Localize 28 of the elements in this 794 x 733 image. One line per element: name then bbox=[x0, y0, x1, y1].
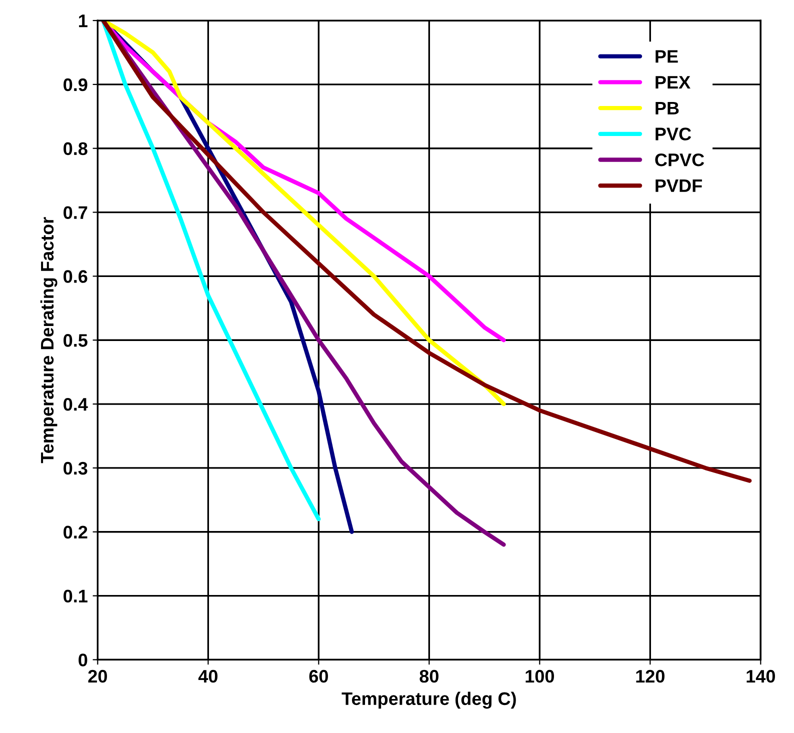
line-series bbox=[101, 20, 321, 522]
y-axis-title: Temperature Derating Factor bbox=[40, 217, 58, 464]
y-tick-label: 0.4 bbox=[64, 398, 88, 411]
y-tick-label: 0.9 bbox=[64, 78, 88, 92]
legend-label: PVC bbox=[656, 128, 692, 140]
y-tick-label: 1 bbox=[79, 14, 88, 28]
line-series bbox=[101, 20, 752, 483]
legend-label: PEX bbox=[656, 76, 690, 88]
x-tick-label: 100 bbox=[526, 670, 554, 683]
x-tick-label: 80 bbox=[420, 670, 438, 683]
y-tick-label: 0.5 bbox=[64, 334, 88, 347]
y-tick-label: 0.8 bbox=[64, 142, 88, 156]
y-tick-label: 0 bbox=[78, 654, 88, 666]
x-tick-label: 140 bbox=[746, 670, 775, 683]
legend-label: CPVC bbox=[655, 153, 704, 166]
y-tick-label: 0.1 bbox=[64, 590, 88, 602]
x-tick-label: 20 bbox=[88, 670, 107, 683]
legend-label: PB bbox=[656, 102, 679, 114]
legend-label: PVDF bbox=[656, 180, 702, 192]
x-tick-label: 60 bbox=[309, 670, 328, 683]
x-tick-label: 120 bbox=[636, 670, 664, 683]
x-tick-label: 40 bbox=[198, 670, 218, 683]
x-axis-title: Temperature (deg C) bbox=[342, 692, 516, 709]
y-tick-label: 0.6 bbox=[64, 270, 88, 283]
y-tick-label: 0.2 bbox=[64, 526, 88, 539]
y-tick-label: 0.7 bbox=[64, 206, 88, 219]
y-tick-label: 0.3 bbox=[64, 462, 88, 475]
legend-label: PE bbox=[656, 50, 678, 63]
